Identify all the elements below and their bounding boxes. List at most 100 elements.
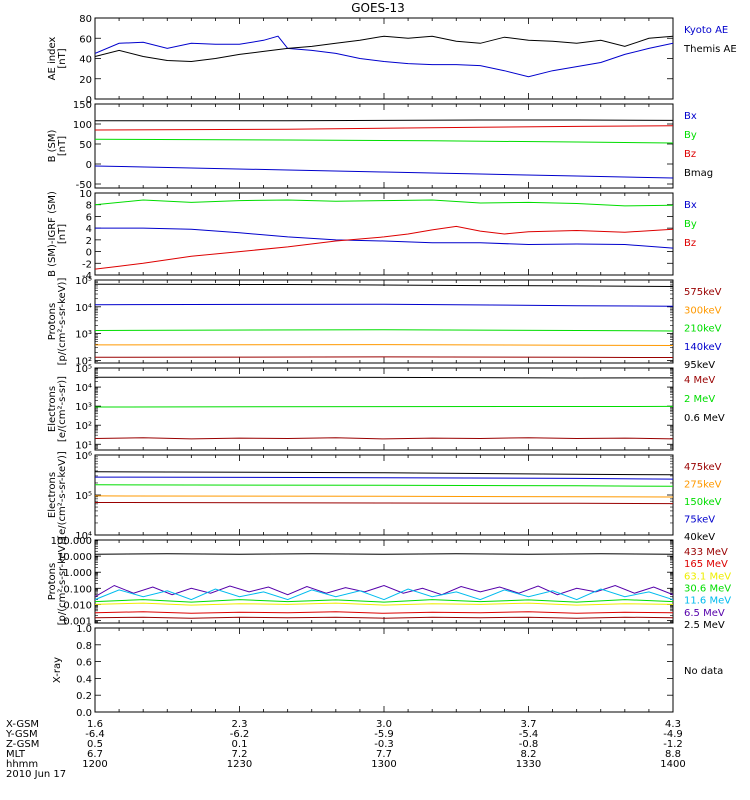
y-tick-label: 10² (75, 421, 92, 432)
y-tick-label: 10³ (75, 330, 92, 341)
legend-entry: 140keV (684, 342, 722, 353)
footer-value: -4.9 (663, 729, 683, 740)
y-tick-label: 2 (86, 236, 92, 247)
y-tick-label: 100.000 (51, 536, 92, 547)
footer-date: 2010 Jun 17 (6, 769, 66, 780)
legend-entry: Kyoto AE (684, 25, 728, 36)
y-tick-label: 0.0 (76, 708, 92, 719)
panel-frame (94, 367, 674, 451)
panel-frame (94, 539, 674, 624)
series-line-2-5-mev (95, 553, 673, 555)
footer-value: -5.4 (519, 729, 539, 740)
y-tick-label: 150 (73, 100, 92, 111)
legend-entry: By (684, 130, 697, 141)
series-line-bmag (95, 119, 673, 122)
footer-value: 1230 (227, 759, 252, 770)
panel-frame (94, 454, 674, 536)
footer-value: 1400 (660, 759, 685, 770)
y-tick-label: 0 (86, 95, 92, 106)
y-axis-label: [p/(cm²-s-sr-keV)] (57, 278, 68, 366)
legend-entry: Themis AE (683, 44, 737, 55)
footer-row-label: MLT (6, 749, 26, 760)
legend-entry: 63.1 MeV (684, 571, 731, 582)
footer-value: -0.3 (374, 739, 394, 750)
series-line-bx (95, 165, 673, 179)
footer-value: 8.2 (521, 749, 537, 760)
series-line-0-6-mev (95, 376, 673, 379)
legend-entry: 40keV (684, 532, 715, 543)
y-tick-label: 10 (79, 189, 92, 200)
legend-entry: 95keV (684, 360, 715, 371)
legend-entry: 0.6 MeV (684, 413, 725, 424)
panel-b-sm: -50 0 50 100 150 B (SM) [nT] Bx By Bz Bmag (47, 100, 713, 191)
series-line-bx (95, 227, 673, 249)
y-tick-label: 4 (86, 224, 92, 235)
y-axis-label: [nT] (57, 48, 68, 68)
y-tick-label: 0.010 (63, 600, 92, 611)
y-tick-label: 100 (73, 120, 92, 131)
series-line-6-5-mev (95, 584, 673, 598)
y-tick-label: 6 (86, 212, 92, 223)
y-tick-label: 10⁴ (75, 383, 92, 394)
series-line-30-6-mev (95, 599, 673, 603)
y-axis-label: B (SM)-IGRF (SM) (47, 191, 58, 277)
y-axis-label: [nT] (57, 224, 68, 244)
y-tick-label: 0 (86, 160, 92, 171)
legend-entry: Bx (684, 111, 697, 122)
y-tick-label: 0.6 (76, 658, 92, 669)
panel-frame (94, 17, 674, 100)
series-line-165-mev (95, 611, 673, 614)
footer-value: -6.4 (85, 729, 105, 740)
series-line-by (95, 199, 673, 207)
legend-entry: 433 MeV (684, 547, 728, 558)
y-axis-label: [p/(cm²-s-sr-keV)] (57, 538, 68, 626)
y-tick-label: 60 (79, 34, 92, 45)
legend-entry: Bz (684, 149, 696, 160)
y-axis-label: Electrons (47, 472, 58, 518)
footer-value: 8.8 (665, 749, 681, 760)
series-line-themis-ae (95, 35, 673, 63)
series-line-bz (95, 125, 673, 131)
y-tick-label: 80 (79, 14, 92, 25)
y-tick-label: 10² (75, 356, 92, 367)
footer-value: -5.9 (374, 729, 394, 740)
footer-value: -1.2 (663, 739, 683, 750)
y-axis-label: Protons (47, 303, 58, 340)
footer-value: 3.0 (376, 719, 392, 730)
y-tick-label: 10⁵ (75, 491, 92, 502)
footer-value: 1.6 (87, 719, 103, 730)
legend-entry: By (684, 219, 697, 230)
legend-entry: 4 MeV (684, 375, 715, 386)
footer-value: -0.8 (519, 739, 539, 750)
legend-entry: Bx (684, 200, 697, 211)
series-line-kyoto-ae (95, 35, 673, 78)
series-line-300kev (95, 344, 673, 347)
y-tick-label: 0.100 (63, 584, 92, 595)
footer-value: 0.5 (87, 739, 103, 750)
series-line-11-6-mev (95, 588, 673, 601)
panel-protons-2: 0.001 0.010 0.100 1.000 10.000 100.000 Protons… (47, 536, 731, 631)
y-tick-label: 10⁵ (75, 364, 92, 375)
footer-value: 3.7 (521, 719, 537, 730)
y-tick-label: 1.000 (63, 568, 92, 579)
footer-value: 7.7 (376, 749, 392, 760)
y-axis-label: Protons (47, 563, 58, 600)
y-tick-label: 10⁵ (75, 276, 92, 287)
footer-row-label: Z-GSM (6, 739, 39, 750)
footer-value: 4.3 (665, 719, 681, 730)
y-tick-label: 0.001 (63, 617, 92, 628)
series-line-2-mev (95, 405, 673, 408)
y-tick-label: -2 (82, 259, 92, 270)
legend-entry: Bmag (684, 168, 713, 179)
footer-row-label: hhmm (6, 759, 38, 770)
y-tick-label: -50 (76, 180, 92, 191)
series-line-4-mev (95, 437, 673, 440)
footer-value: 1200 (82, 759, 107, 770)
panel-frame (94, 192, 674, 276)
series-line-575kev (95, 356, 673, 359)
series-line-by (95, 138, 673, 144)
